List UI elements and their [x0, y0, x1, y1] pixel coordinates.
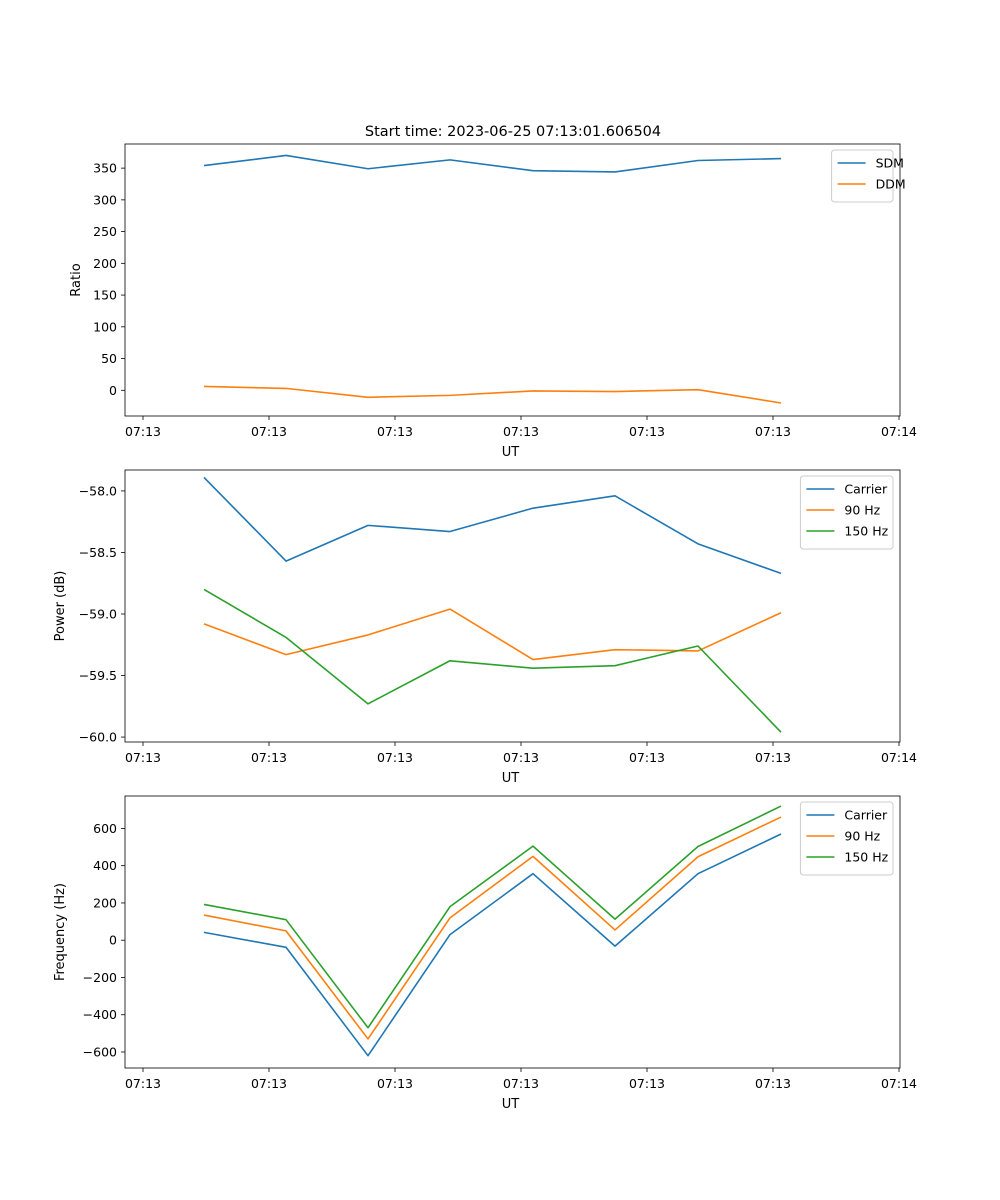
x-axis-label: UT — [502, 1097, 520, 1112]
x-tick-label: 07:14 — [881, 1076, 917, 1091]
y-tick-label: −59.0 — [79, 607, 117, 622]
x-tick-label: 07:13 — [125, 750, 161, 765]
x-tick-label: 07:14 — [881, 750, 917, 765]
series-line — [203, 154, 782, 173]
x-tick-label: 07:13 — [251, 424, 287, 439]
y-tick-label: 200 — [93, 256, 117, 271]
y-tick-label: −60.0 — [79, 730, 117, 745]
y-tick-label: −58.0 — [79, 483, 117, 498]
y-tick-label: 400 — [93, 858, 117, 873]
subplot-power: −60.0 −59.5 −59.0 −58.5 −58.0 07:13 07:13 07:13… — [53, 469, 917, 786]
y-tick-label: 0 — [109, 383, 117, 398]
y-tick-label: −58.5 — [79, 545, 117, 560]
series-line — [203, 805, 782, 1029]
series-line — [203, 385, 782, 404]
x-tick-label: 07:13 — [629, 750, 665, 765]
y-tick-label: 300 — [93, 192, 117, 207]
axes-frame — [124, 795, 901, 1069]
legend-label: 90 Hz — [844, 503, 880, 518]
y-tick-label: 600 — [93, 821, 117, 836]
y-tick-label: 350 — [93, 161, 117, 176]
x-axis-label: UT — [502, 445, 520, 460]
axes-frame — [124, 469, 901, 743]
x-tick-label: 07:13 — [755, 424, 791, 439]
x-tick-label: 07:13 — [503, 750, 539, 765]
series-line — [203, 476, 782, 575]
x-tick-label: 07:13 — [377, 750, 413, 765]
x-tick-label: 07:13 — [629, 1076, 665, 1091]
y-axis-label: Power (dB) — [53, 571, 68, 642]
y-axis-label: Ratio — [69, 263, 84, 296]
legend-label: Carrier — [844, 482, 888, 497]
legend-label: DDM — [876, 177, 906, 192]
y-tick-label: 0 — [109, 933, 117, 948]
x-tick-label: 07:13 — [125, 1076, 161, 1091]
series-line — [203, 588, 782, 733]
y-tick-label: 200 — [93, 895, 117, 910]
series-line — [203, 608, 782, 661]
legend-label: Carrier — [844, 808, 888, 823]
y-tick-label: −400 — [83, 1007, 117, 1022]
legend-label: 150 Hz — [844, 524, 888, 539]
series-line — [203, 816, 782, 1040]
x-tick-label: 07:13 — [377, 424, 413, 439]
y-tick-label: −600 — [83, 1044, 117, 1059]
y-axis-label: Frequency (Hz) — [53, 883, 68, 981]
x-tick-label: 07:13 — [125, 424, 161, 439]
y-tick-label: −200 — [83, 970, 117, 985]
x-tick-label: 07:13 — [755, 1076, 791, 1091]
legend-label: 150 Hz — [844, 850, 888, 865]
x-tick-label: 07:13 — [377, 1076, 413, 1091]
figure-title: Start time: 2023-06-25 07:13:01.606504 — [365, 124, 661, 140]
legend-label: 90 Hz — [844, 829, 880, 844]
x-tick-label: 07:13 — [251, 1076, 287, 1091]
y-tick-label: −59.5 — [79, 668, 117, 683]
y-tick-label: 150 — [93, 288, 117, 303]
x-tick-label: 07:13 — [629, 424, 665, 439]
axes-frame — [124, 143, 901, 417]
x-axis-label: UT — [502, 771, 520, 786]
series-line — [203, 833, 782, 1057]
subplot-ratio: 0 50 100 150 200 250 300 350 07:13 07:13 07:13 07:1… — [69, 143, 917, 460]
x-tick-label: 07:13 — [755, 750, 791, 765]
x-tick-label: 07:13 — [503, 1076, 539, 1091]
subplot-frequency: −600 −400 −200 0 200 400 600 07:13 07:13 07:13 07:… — [53, 795, 917, 1112]
y-tick-label: 250 — [93, 224, 117, 239]
y-tick-label: 100 — [93, 319, 117, 334]
legend-label: SDM — [876, 156, 904, 171]
x-tick-label: 07:14 — [881, 424, 917, 439]
x-tick-label: 07:13 — [503, 424, 539, 439]
x-tick-label: 07:13 — [251, 750, 287, 765]
y-tick-label: 50 — [101, 351, 117, 366]
